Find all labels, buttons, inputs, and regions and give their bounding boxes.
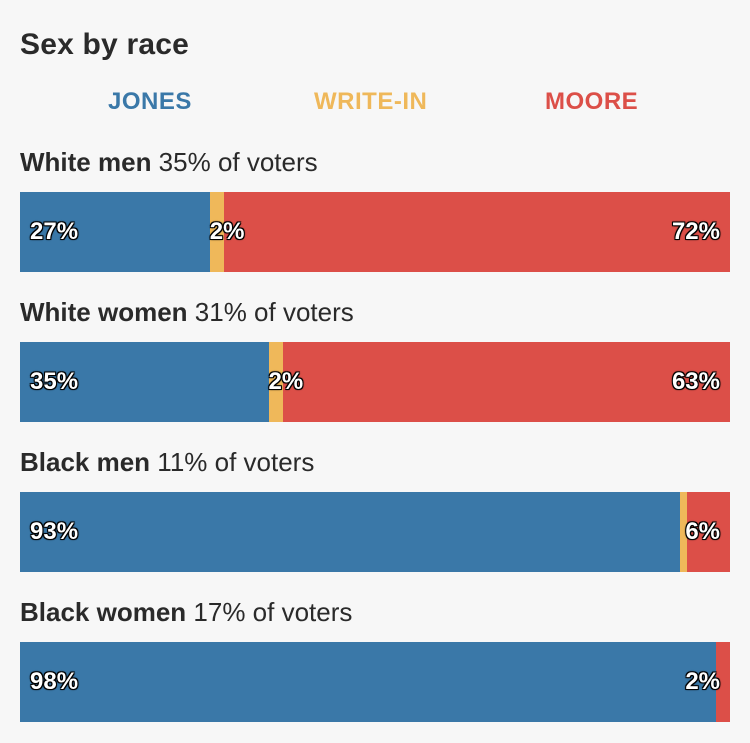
data-label-moore: 72% <box>671 218 720 245</box>
group-share: 35% of voters <box>151 147 318 177</box>
bar-segment-moore <box>687 492 730 572</box>
data-label-write-in: 2% <box>268 368 304 395</box>
data-label-moore: 63% <box>671 368 720 395</box>
stacked-bar: 27% 2% 72% <box>20 192 730 272</box>
bar-segment-write-in <box>209 192 224 272</box>
chart-title: Sex by race <box>20 28 189 61</box>
group-category: White women <box>20 297 188 327</box>
group-share: 31% of voters <box>187 297 354 327</box>
group-category: Black men <box>20 447 151 477</box>
group-label: Black men 11% of voters <box>20 447 314 478</box>
data-label-moore: 6% <box>685 518 720 545</box>
data-label-jones: 27% <box>30 218 79 245</box>
group-label: Black women 17% of voters <box>20 597 352 628</box>
bar-segment-moore <box>223 192 730 272</box>
bar-segment-jones <box>20 192 210 272</box>
group-label: White women 31% of voters <box>20 297 354 328</box>
bar-segment-jones <box>20 642 716 722</box>
legend-moore: MOORE <box>545 88 639 115</box>
bar-segment-jones <box>20 342 269 422</box>
data-label-write-in: 2% <box>209 218 245 245</box>
legend-jones: JONES <box>108 88 192 115</box>
stacked-bar: 35% 2% 63% <box>20 342 730 422</box>
data-label-jones: 93% <box>30 518 79 545</box>
group-share: 17% of voters <box>186 597 353 627</box>
group-share: 11% of voters <box>150 447 315 477</box>
bar-segment-write-in <box>268 342 283 422</box>
bar-segment-jones <box>20 492 681 572</box>
data-label-jones: 35% <box>30 368 79 395</box>
group-category: Black women <box>20 597 187 627</box>
group-category: White men <box>20 147 152 177</box>
stacked-bar: 98% 2% <box>20 642 730 722</box>
legend-write-in: WRITE-IN <box>314 88 428 115</box>
bar-segment-moore <box>715 642 730 722</box>
stacked-bar: 93% 6% <box>20 492 730 572</box>
bar-segment-moore <box>282 342 730 422</box>
group-label: White men 35% of voters <box>20 147 318 178</box>
data-label-moore: 2% <box>685 668 720 695</box>
bar-segment-write-in <box>680 492 688 572</box>
data-label-jones: 98% <box>30 668 79 695</box>
